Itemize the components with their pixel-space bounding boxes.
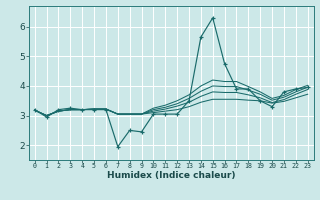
X-axis label: Humidex (Indice chaleur): Humidex (Indice chaleur) — [107, 171, 236, 180]
